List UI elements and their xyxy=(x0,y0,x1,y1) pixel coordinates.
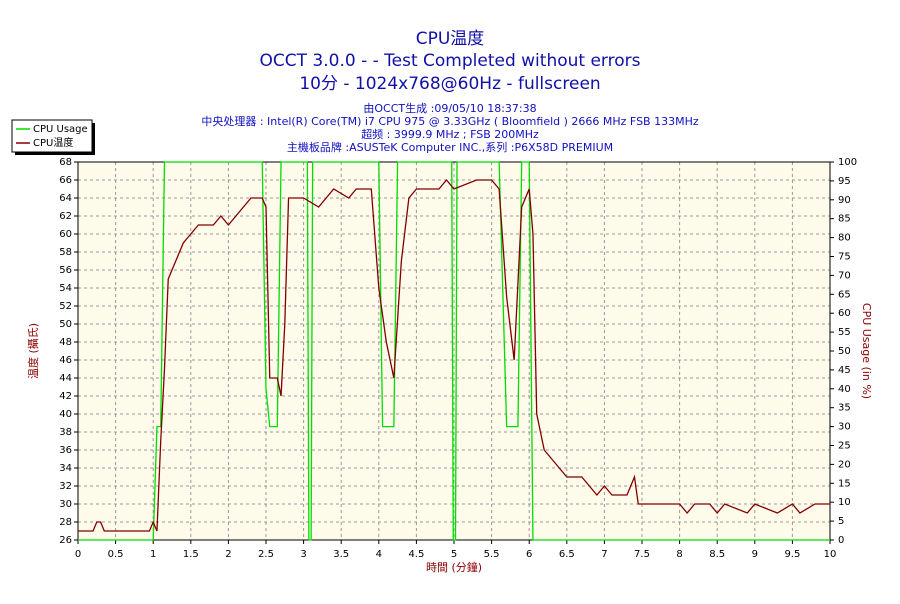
y2-tick-label: 60 xyxy=(838,308,851,319)
y-tick-label: 28 xyxy=(59,517,72,528)
y-tick-label: 34 xyxy=(59,463,72,474)
y2-tick-label: 10 xyxy=(838,497,851,508)
x-tick-label: 5.5 xyxy=(484,549,500,560)
line-series xyxy=(78,178,830,532)
y2-axis-label: CPU Usage (in %) xyxy=(860,303,873,399)
y2-tick-label: 55 xyxy=(838,327,851,338)
y2-tick-label: 65 xyxy=(838,289,851,300)
y-tick-label: 64 xyxy=(59,193,72,204)
y-tick-label: 60 xyxy=(59,229,72,240)
x-tick-label: 3 xyxy=(300,549,306,560)
info-line: 由OCCT生成 :09/05/10 18:37:38 xyxy=(363,101,536,115)
line-series xyxy=(78,161,830,541)
y2-tick-label: 45 xyxy=(838,365,851,376)
y-tick-label: 50 xyxy=(59,319,72,330)
x-tick-label: 10 xyxy=(824,549,837,560)
x-tick-label: 0 xyxy=(75,549,81,560)
x-tick-label: 8.5 xyxy=(709,549,725,560)
y-tick-label: 42 xyxy=(59,391,72,402)
chart-subtitle: 10分 - 1024x768@60Hz - fullscreen xyxy=(299,74,600,94)
y-tick-label: 30 xyxy=(59,499,72,510)
x-tick-label: 6.5 xyxy=(559,549,575,560)
y-tick-label: 66 xyxy=(59,175,72,186)
x-tick-label: 9.5 xyxy=(784,549,800,560)
info-line: 中央处理器 : Intel(R) Core(TM) i7 CPU 975 @ 3… xyxy=(201,115,699,128)
y2-tick-label: 95 xyxy=(838,176,851,187)
y2-tick-label: 100 xyxy=(838,157,857,168)
y2-tick-label: 50 xyxy=(838,346,851,357)
y2-tick-label: 40 xyxy=(838,384,851,395)
y-tick-label: 38 xyxy=(59,427,72,438)
y2-tick-label: 90 xyxy=(838,195,851,206)
y-tick-label: 68 xyxy=(59,157,72,168)
x-tick-label: 4 xyxy=(376,549,382,560)
y2-tick-label: 80 xyxy=(838,233,851,244)
chart-title: CPU温度 xyxy=(416,29,485,49)
legend-label: CPU Usage xyxy=(33,124,88,135)
x-tick-label: 5 xyxy=(451,549,457,560)
legend-box xyxy=(11,119,93,153)
x-tick-label: 6 xyxy=(526,549,532,560)
x-tick-label: 7.5 xyxy=(634,549,650,560)
y-tick-label: 46 xyxy=(59,355,72,366)
y-tick-label: 54 xyxy=(59,283,72,294)
y2-tick-label: 30 xyxy=(838,422,851,433)
y-tick-label: 56 xyxy=(59,265,72,276)
x-tick-label: 8 xyxy=(676,549,682,560)
y-tick-label: 52 xyxy=(59,301,72,312)
chart-subtitle: OCCT 3.0.0 - - Test Completed without er… xyxy=(260,51,641,71)
legend-label: CPU温度 xyxy=(33,136,73,149)
info-line: 超频 : 3999.9 MHz ; FSB 200MHz xyxy=(361,127,539,141)
y2-tick-label: 35 xyxy=(838,403,851,414)
y2-tick-label: 70 xyxy=(838,270,851,281)
y2-tick-label: 15 xyxy=(838,478,851,489)
y2-tick-label: 0 xyxy=(838,535,844,546)
y-tick-label: 40 xyxy=(59,409,72,420)
x-tick-label: 2 xyxy=(225,549,231,560)
y-tick-label: 62 xyxy=(59,211,72,222)
y2-tick-label: 5 xyxy=(838,516,844,527)
y-tick-label: 36 xyxy=(59,445,72,456)
x-tick-label: 1.5 xyxy=(183,549,199,560)
y2-tick-label: 25 xyxy=(838,441,851,452)
x-tick-label: 1 xyxy=(150,549,156,560)
y-tick-label: 44 xyxy=(59,373,72,384)
x-tick-label: 2.5 xyxy=(258,549,274,560)
x-tick-label: 3.5 xyxy=(333,549,349,560)
y2-tick-label: 75 xyxy=(838,252,851,263)
x-tick-label: 4.5 xyxy=(408,549,424,560)
y-tick-label: 26 xyxy=(59,535,72,546)
y-tick-label: 32 xyxy=(59,481,72,492)
info-line: 主機板品牌 :ASUSTeK Computer INC.,系列 :P6X58D … xyxy=(287,140,613,154)
x-tick-label: 9 xyxy=(752,549,758,560)
x-axis-label: 時間 (分鐘) xyxy=(426,560,482,574)
x-tick-label: 7 xyxy=(601,549,607,560)
x-tick-label: 0.5 xyxy=(108,549,124,560)
y2-tick-label: 85 xyxy=(838,214,851,225)
y-tick-label: 48 xyxy=(59,337,72,348)
y-tick-label: 58 xyxy=(59,247,72,258)
y-axis-label: 温度 (攝氏) xyxy=(26,323,40,379)
y2-tick-label: 20 xyxy=(838,459,851,470)
